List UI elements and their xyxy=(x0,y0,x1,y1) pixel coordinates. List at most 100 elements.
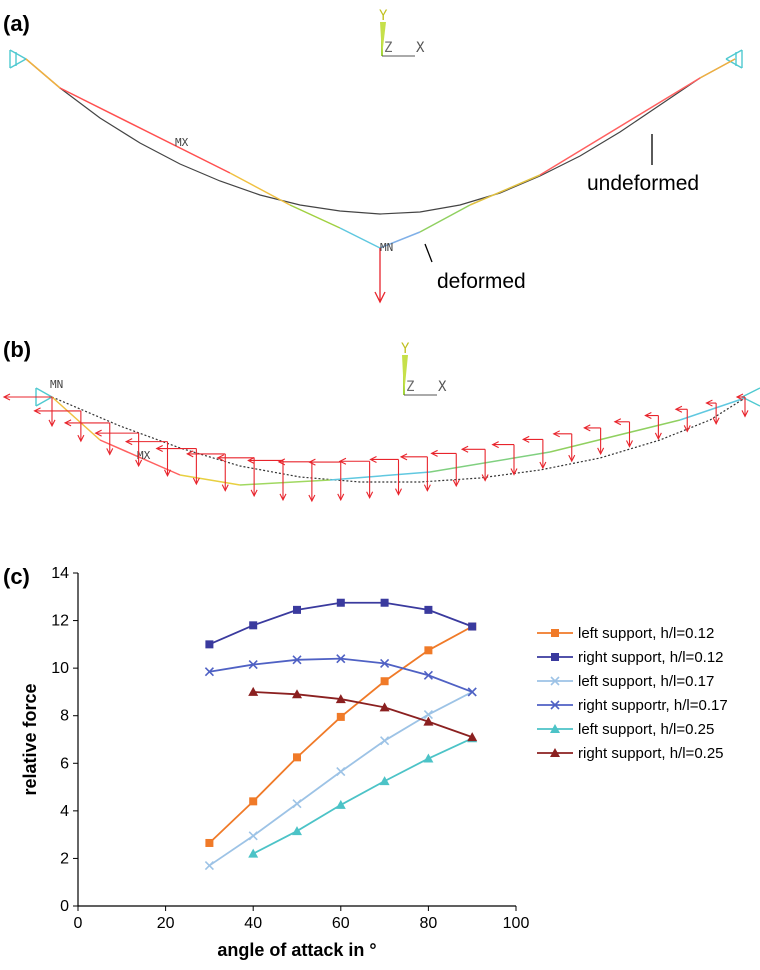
series-5 xyxy=(248,733,478,858)
data-point xyxy=(424,646,433,655)
legend-item: right supportr, h/l=0.17 xyxy=(537,697,728,714)
legend-label: right support, h/l=0.25 xyxy=(578,745,724,762)
x-tick-label: 40 xyxy=(244,915,262,932)
x-tick-label: 100 xyxy=(503,915,530,932)
panel-a: (a) Y Z X xyxy=(3,8,743,304)
data-point xyxy=(205,640,214,649)
data-point xyxy=(550,724,560,733)
data-point xyxy=(248,848,259,858)
y-tick-label: 2 xyxy=(60,850,69,867)
data-point xyxy=(293,605,301,614)
series-1 xyxy=(205,622,477,847)
data-point xyxy=(379,702,390,712)
data-point xyxy=(292,689,302,699)
data-point xyxy=(380,658,390,668)
data-point xyxy=(292,655,302,665)
legend-item: left support, h/l=0.25 xyxy=(537,721,714,738)
legend-item: right support, h/l=0.12 xyxy=(537,649,724,666)
load-arrow xyxy=(644,412,662,441)
right-support-icon xyxy=(725,49,743,69)
load-arrow xyxy=(674,405,691,433)
load-arrow xyxy=(491,441,518,476)
load-arrow xyxy=(460,445,489,482)
y-tick-label: 0 xyxy=(60,898,69,915)
data-point xyxy=(336,712,345,721)
mn-label-a: MN xyxy=(380,241,393,254)
y-tick-label: 10 xyxy=(51,660,69,677)
y-axis-title: relative force xyxy=(20,683,40,795)
legend: left support, h/l=0.12 right support, h/l… xyxy=(537,625,728,762)
y-tick-label: 14 xyxy=(51,565,69,582)
distributed-load-arrows xyxy=(2,393,749,503)
data-point xyxy=(204,667,214,677)
load-arrow xyxy=(277,458,316,503)
data-point xyxy=(423,670,433,680)
data-point xyxy=(249,797,258,806)
series-4 xyxy=(204,654,477,697)
data-point xyxy=(380,677,389,686)
data-point xyxy=(380,736,390,746)
load-arrow xyxy=(308,458,345,502)
data-point xyxy=(336,767,346,777)
load-arrow xyxy=(63,419,114,456)
data-point xyxy=(204,860,214,871)
data-point xyxy=(248,660,258,670)
point-load-arrow xyxy=(374,248,386,304)
data-point xyxy=(292,799,302,809)
data-point xyxy=(467,687,477,697)
panel-c: (c) 0 2 4 6 8 10 12 14 0 20 40 60 80 100 angle of atta… xyxy=(3,564,728,960)
y-tick-label: 6 xyxy=(60,755,69,772)
series-line xyxy=(253,691,473,738)
load-arrow xyxy=(613,418,633,448)
left-support-icon xyxy=(9,49,27,69)
force-chart: 0 2 4 6 8 10 12 14 0 20 40 60 80 100 angle of attack i… xyxy=(20,565,728,960)
data-point xyxy=(335,799,346,809)
triad-z-label-b: Z xyxy=(406,379,414,395)
load-arrow xyxy=(430,449,460,488)
triad-x-label: X xyxy=(416,40,425,56)
series-line xyxy=(209,601,473,646)
load-arrow xyxy=(735,393,749,418)
mn-label-b: MN xyxy=(50,378,63,391)
y-tick-label: 8 xyxy=(60,708,69,725)
load-arrow xyxy=(705,399,720,426)
data-point xyxy=(550,700,560,710)
legend-label: left support, h/l=0.17 xyxy=(578,673,714,690)
series-line xyxy=(209,657,473,693)
data-point xyxy=(467,732,478,742)
triad-x-label-b: X xyxy=(438,379,447,395)
data-point xyxy=(248,686,259,696)
data-point xyxy=(551,629,559,637)
deformed-label: deformed xyxy=(437,270,526,293)
legend-label: right support, h/l=0.12 xyxy=(578,649,724,666)
data-point xyxy=(336,654,346,664)
undeformed-label: undeformed xyxy=(587,172,699,195)
load-arrow xyxy=(94,429,143,468)
undeformed-cable xyxy=(25,58,736,215)
load-arrow xyxy=(124,438,171,477)
triad-y-label: Y xyxy=(379,8,388,24)
load-arrow xyxy=(399,453,431,492)
data-point xyxy=(424,605,433,614)
data-point xyxy=(423,709,433,720)
panel-b: (b) Y Z X xyxy=(2,337,760,503)
legend-item: left support, h/l=0.17 xyxy=(537,673,714,690)
legend-item: left support, h/l=0.12 xyxy=(537,625,714,642)
panel-b-label: (b) xyxy=(3,337,31,362)
y-tick-label: 12 xyxy=(51,613,69,630)
data-point xyxy=(423,716,434,726)
data-point xyxy=(248,831,258,841)
load-arrow xyxy=(521,435,547,470)
deformed-pointer xyxy=(424,243,433,263)
deformed-cable xyxy=(25,58,736,249)
data-point xyxy=(551,653,559,661)
legend-label: left support, h/l=0.12 xyxy=(578,625,714,642)
coordinate-triad-b: Y Z X xyxy=(401,341,447,396)
load-arrow xyxy=(369,455,402,496)
y-tick-label: 4 xyxy=(60,803,69,820)
load-arrow xyxy=(247,456,287,502)
mx-label-b: MX xyxy=(137,449,151,462)
data-point xyxy=(380,598,389,607)
data-point xyxy=(249,621,258,630)
